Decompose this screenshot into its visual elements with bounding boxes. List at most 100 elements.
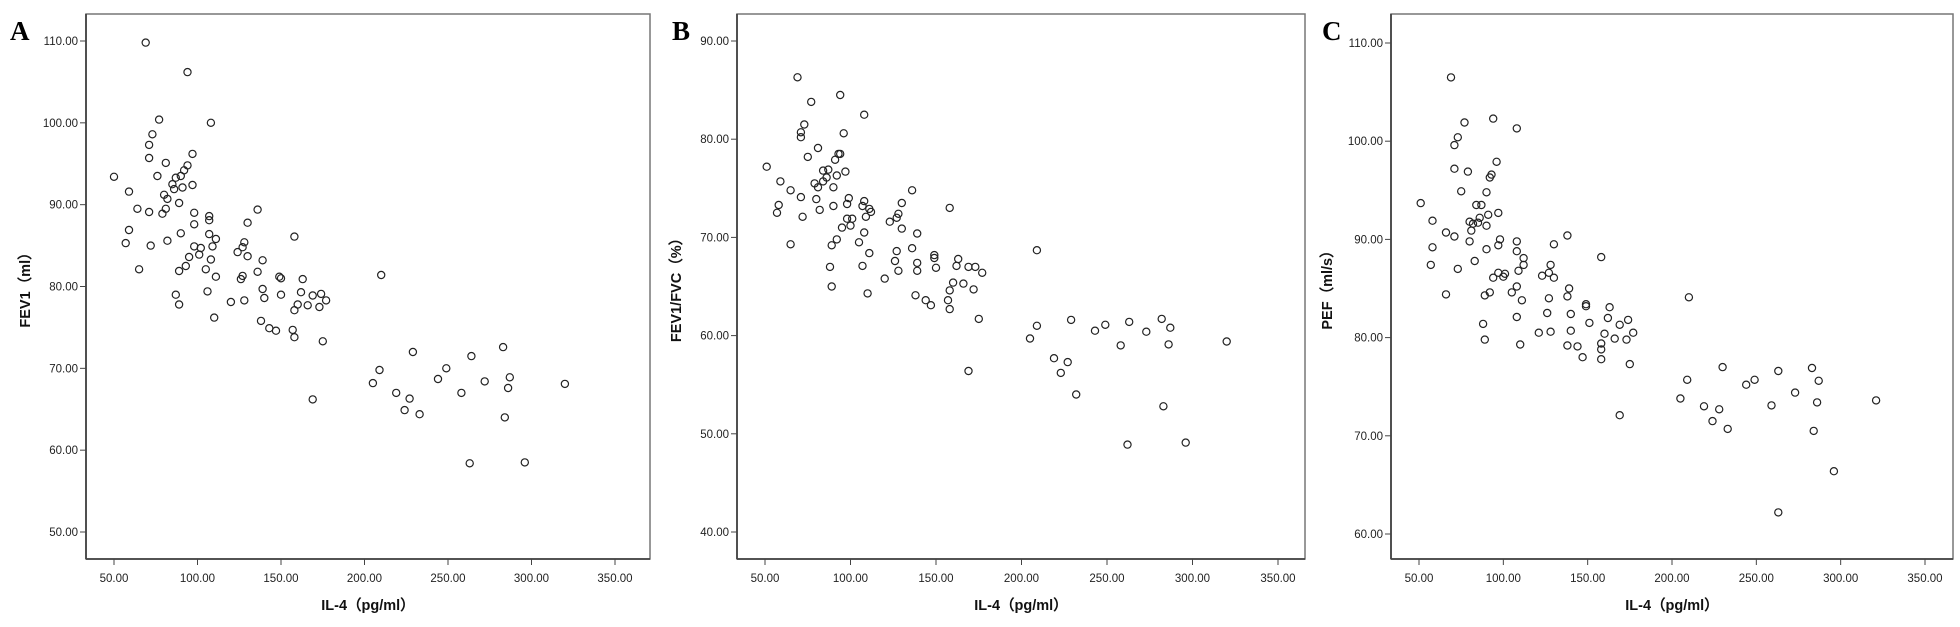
data-point (146, 241, 155, 250)
x-tick-label: 250.00 (1739, 573, 1774, 585)
data-point (943, 296, 953, 305)
data-point (176, 171, 185, 181)
data-point (945, 286, 954, 295)
data-point (243, 252, 252, 261)
data-point (498, 342, 508, 352)
data-point (1596, 345, 1606, 354)
data-point (1537, 271, 1547, 280)
data-point (829, 201, 838, 211)
data-point (121, 238, 130, 248)
data-point (913, 258, 922, 268)
data-point (858, 201, 867, 211)
data-point (798, 212, 807, 221)
data-point (169, 184, 179, 194)
data-point (178, 183, 187, 192)
data-point (208, 242, 217, 251)
data-point (1542, 308, 1552, 318)
x-tick-label: 250.00 (1089, 573, 1124, 585)
data-point (134, 265, 144, 274)
data-point (318, 337, 327, 346)
data-point (846, 221, 855, 230)
data-point (377, 270, 386, 280)
data-point (926, 301, 936, 310)
data-point (1056, 368, 1066, 378)
data-point (860, 228, 869, 237)
data-point (1090, 326, 1100, 335)
data-point (1723, 424, 1732, 434)
data-point (201, 265, 210, 274)
data-point (1628, 328, 1638, 337)
data-point (813, 183, 823, 192)
data-point (315, 302, 324, 312)
data-point (308, 291, 317, 300)
data-point (260, 293, 269, 303)
y-tick-label: 90.00 (1354, 234, 1383, 246)
data-point (1512, 124, 1522, 133)
data-point (1181, 438, 1190, 447)
data-point (1573, 342, 1582, 351)
data-point (1485, 173, 1495, 182)
data-point (1512, 246, 1522, 256)
data-point (189, 208, 199, 217)
data-point (827, 241, 836, 250)
x-tick-label: 350.00 (1260, 573, 1295, 585)
data-point (141, 38, 150, 47)
data-point (1157, 314, 1166, 324)
y-tick-label: 50.00 (49, 527, 78, 539)
y-tick-label: 70.00 (49, 363, 78, 375)
data-point (1488, 114, 1498, 123)
data-point (457, 388, 466, 398)
data-point (405, 394, 414, 403)
x-tick-label: 350.00 (1907, 573, 1942, 585)
data-point (880, 274, 889, 283)
y-tick-label: 70.00 (1354, 431, 1383, 443)
data-point (1622, 335, 1631, 344)
data-point (238, 242, 247, 252)
data-point (854, 238, 864, 247)
data-point (290, 333, 299, 342)
data-point (174, 198, 184, 208)
data-point (188, 180, 197, 190)
data-point (1478, 319, 1488, 329)
data-point (206, 255, 216, 264)
data-point (176, 229, 185, 238)
data-point (1483, 210, 1493, 219)
data-point (375, 365, 384, 375)
data-point (1472, 200, 1481, 210)
data-point (1453, 264, 1463, 274)
data-point (818, 166, 828, 175)
data-point (1426, 260, 1436, 270)
data-point (1465, 237, 1474, 246)
data-point (897, 198, 907, 208)
data-point (189, 220, 199, 229)
data-point (1699, 402, 1709, 411)
data-point (921, 296, 930, 305)
y-tick-label: 70.00 (700, 232, 729, 244)
data-point (183, 67, 192, 77)
data-point (836, 149, 845, 159)
data-point (1718, 362, 1727, 372)
data-point (1596, 339, 1606, 348)
data-point (188, 149, 197, 159)
data-point (865, 248, 874, 258)
data-point (184, 252, 194, 262)
data-point (913, 266, 922, 275)
data-point (296, 288, 306, 297)
data-point (825, 262, 835, 272)
data-point (841, 167, 850, 176)
data-point (1517, 296, 1527, 305)
y-axis-title: FEV1（ml） (16, 245, 34, 327)
data-point (1441, 228, 1451, 237)
data-point (1159, 402, 1168, 411)
data-point (1610, 334, 1619, 343)
data-point (1566, 326, 1576, 335)
y-tick-label: 90.00 (49, 200, 78, 212)
data-point (368, 378, 378, 388)
data-point (1585, 318, 1594, 328)
data-point (762, 162, 771, 171)
data-point (1428, 216, 1437, 225)
data-point (124, 187, 134, 196)
data-point (1063, 357, 1072, 367)
x-axis-title: IL-4（pg/ml） (321, 596, 414, 614)
data-point (1049, 354, 1059, 363)
